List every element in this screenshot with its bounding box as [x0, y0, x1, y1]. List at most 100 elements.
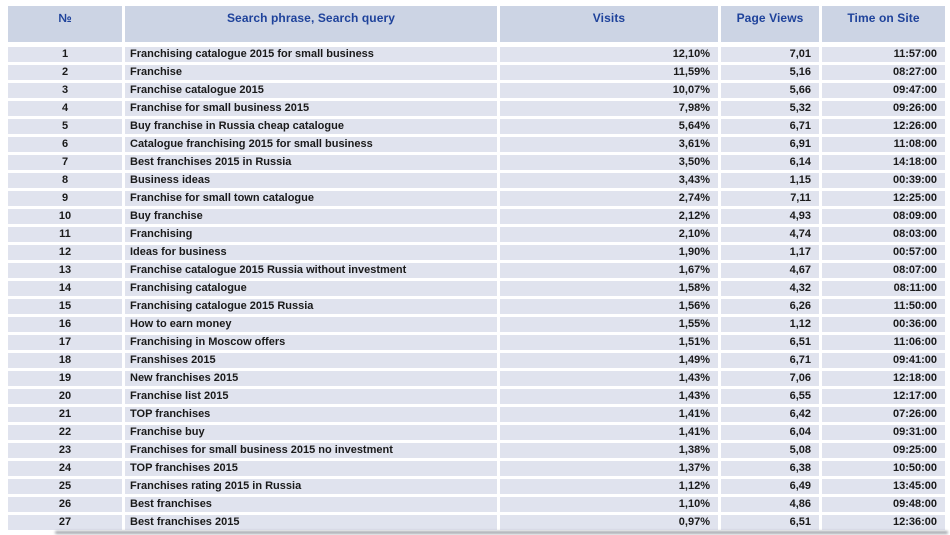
page-views-value: 6,38: [721, 461, 819, 476]
row-number: 9: [8, 191, 122, 206]
row-number: 4: [8, 101, 122, 116]
row-number: 8: [8, 173, 122, 188]
visits-value: 7,98%: [500, 101, 718, 116]
time-on-site-value: 12:36:00: [822, 515, 945, 530]
table-row: 11 Franchising 2,10% 4,74 08:03:00: [8, 227, 945, 242]
search-phrase: Franchises for small business 2015 no in…: [125, 443, 497, 458]
page-views-value: 6,71: [721, 119, 819, 134]
time-on-site-value: 09:25:00: [822, 443, 945, 458]
page-views-value: 6,91: [721, 137, 819, 152]
row-number: 1: [8, 47, 122, 62]
row-number: 20: [8, 389, 122, 404]
page-views-value: 5,16: [721, 65, 819, 80]
page-views-value: 1,15: [721, 173, 819, 188]
time-on-site-value: 12:26:00: [822, 119, 945, 134]
visits-value: 1,41%: [500, 425, 718, 440]
visits-value: 1,41%: [500, 407, 718, 422]
page-views-value: 6,51: [721, 335, 819, 350]
row-number: 13: [8, 263, 122, 278]
time-on-site-value: 09:26:00: [822, 101, 945, 116]
time-on-site-value: 09:47:00: [822, 83, 945, 98]
page-views-value: 7,01: [721, 47, 819, 62]
search-phrases-table: № Search phrase, Search query Visits Pag…: [5, 3, 948, 533]
row-number: 11: [8, 227, 122, 242]
time-on-site-value: 00:36:00: [822, 317, 945, 332]
page-views-value: 4,74: [721, 227, 819, 242]
visits-value: 1,67%: [500, 263, 718, 278]
table-row: 12 Ideas for business 1,90% 1,17 00:57:00: [8, 245, 945, 260]
table-row: 9 Franchise for small town catalogue 2,74%…: [8, 191, 945, 206]
search-phrase: Franchise for small town catalogue: [125, 191, 497, 206]
table-row: 27 Best franchises 2015 0,97% 6,51 12:36:00: [8, 515, 945, 530]
row-number: 15: [8, 299, 122, 314]
search-phrase: Ideas for business: [125, 245, 497, 260]
visits-value: 2,12%: [500, 209, 718, 224]
column-header-page-views: Page Views: [721, 6, 819, 44]
time-on-site-value: 08:09:00: [822, 209, 945, 224]
visits-value: 1,43%: [500, 389, 718, 404]
row-number: 23: [8, 443, 122, 458]
visits-value: 1,49%: [500, 353, 718, 368]
search-phrase: Catalogue franchising 2015 for small bus…: [125, 137, 497, 152]
search-phrase: Franshises 2015: [125, 353, 497, 368]
search-phrase: Franchising catalogue 2015 Russia: [125, 299, 497, 314]
visits-value: 3,61%: [500, 137, 718, 152]
table-row: 16 How to earn money 1,55% 1,12 00:36:00: [8, 317, 945, 332]
page-views-value: 4,67: [721, 263, 819, 278]
column-header-number: №: [8, 6, 122, 44]
column-header-search-phrase: Search phrase, Search query: [125, 6, 497, 44]
time-on-site-value: 09:31:00: [822, 425, 945, 440]
time-on-site-value: 11:06:00: [822, 335, 945, 350]
table-row: 4 Franchise for small business 2015 7,98% 5…: [8, 101, 945, 116]
visits-value: 3,50%: [500, 155, 718, 170]
row-number: 10: [8, 209, 122, 224]
row-number: 21: [8, 407, 122, 422]
time-on-site-value: 09:48:00: [822, 497, 945, 512]
time-on-site-value: 08:03:00: [822, 227, 945, 242]
search-phrase: Franchising in Moscow offers: [125, 335, 497, 350]
table-row: 1 Franchising catalogue 2015 for small bu…: [8, 47, 945, 62]
search-phrase: Franchising: [125, 227, 497, 242]
row-number: 6: [8, 137, 122, 152]
time-on-site-value: 11:50:00: [822, 299, 945, 314]
page-views-value: 4,32: [721, 281, 819, 296]
visits-value: 11,59%: [500, 65, 718, 80]
header-row: № Search phrase, Search query Visits Pag…: [8, 6, 945, 44]
visits-value: 1,56%: [500, 299, 718, 314]
table-row: 15 Franchising catalogue 2015 Russia 1,56%…: [8, 299, 945, 314]
time-on-site-value: 11:08:00: [822, 137, 945, 152]
page-views-value: 5,32: [721, 101, 819, 116]
visits-value: 3,43%: [500, 173, 718, 188]
visits-value: 1,43%: [500, 371, 718, 386]
search-phrase: Franchise catalogue 2015: [125, 83, 497, 98]
page-views-value: 5,66: [721, 83, 819, 98]
search-phrase: Best franchises 2015: [125, 515, 497, 530]
page-views-value: 6,26: [721, 299, 819, 314]
row-number: 27: [8, 515, 122, 530]
search-phrase: Franchise buy: [125, 425, 497, 440]
row-number: 24: [8, 461, 122, 476]
table-row: 17 Franchising in Moscow offers 1,51% 6,51 1…: [8, 335, 945, 350]
time-on-site-value: 09:41:00: [822, 353, 945, 368]
row-number: 17: [8, 335, 122, 350]
table-row: 8 Business ideas 3,43% 1,15 00:39:00: [8, 173, 945, 188]
visits-value: 1,38%: [500, 443, 718, 458]
time-on-site-value: 14:18:00: [822, 155, 945, 170]
table-row: 10 Buy franchise 2,12% 4,93 08:09:00: [8, 209, 945, 224]
time-on-site-value: 11:57:00: [822, 47, 945, 62]
search-phrase: How to earn money: [125, 317, 497, 332]
row-number: 2: [8, 65, 122, 80]
page-views-value: 6,49: [721, 479, 819, 494]
page-views-value: 6,51: [721, 515, 819, 530]
time-on-site-value: 08:07:00: [822, 263, 945, 278]
table-row: 23 Franchises for small business 2015 no …: [8, 443, 945, 458]
table-row: 20 Franchise list 2015 1,43% 6,55 12:17:00: [8, 389, 945, 404]
page-views-value: 4,86: [721, 497, 819, 512]
page-views-value: 6,55: [721, 389, 819, 404]
table-row: 18 Franshises 2015 1,49% 6,71 09:41:00: [8, 353, 945, 368]
search-phrase: Franchising catalogue: [125, 281, 497, 296]
page-views-value: 4,93: [721, 209, 819, 224]
time-on-site-value: 10:50:00: [822, 461, 945, 476]
page-views-value: 6,42: [721, 407, 819, 422]
